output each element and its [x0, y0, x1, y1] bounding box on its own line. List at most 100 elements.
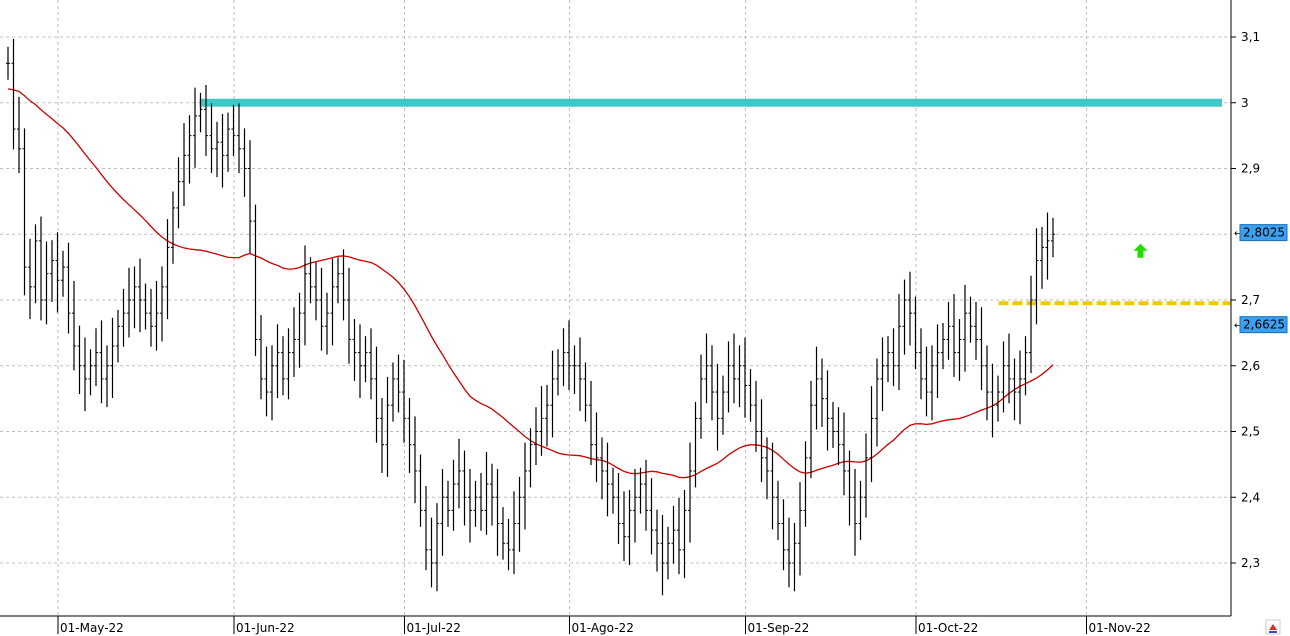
ohlc-bar	[792, 522, 797, 592]
ohlc-bar	[402, 359, 406, 443]
ohlc-bar	[770, 442, 775, 530]
ohlc-bar	[726, 341, 731, 413]
ohlc-bar	[292, 307, 296, 377]
ohlc-bar	[594, 412, 599, 483]
ohlc-bar	[226, 112, 230, 172]
x-tick-label: 01-Sep-22	[748, 621, 810, 635]
ohlc-bar	[979, 307, 984, 391]
ohlc-bar	[732, 333, 736, 404]
ohlc-bar	[897, 294, 901, 391]
ohlc-bar	[1040, 227, 1044, 289]
ohlc-bar	[473, 480, 478, 527]
ohlc-bar	[396, 354, 401, 413]
ohlc-bar	[281, 336, 285, 396]
ohlc-bar	[946, 301, 951, 360]
ohlc-bar	[880, 337, 885, 412]
ohlc-bar	[94, 328, 98, 387]
ohlc-bar	[528, 428, 533, 488]
ohlc-bar	[842, 412, 846, 496]
ohlc-bar	[781, 499, 786, 571]
ohlc-bar	[699, 354, 703, 439]
ohlc-bar	[440, 468, 445, 556]
ohlc-bar	[1012, 358, 1017, 421]
ohlc-bar	[941, 323, 945, 370]
ohlc-bar	[847, 450, 852, 526]
ohlc-bar	[429, 517, 434, 588]
moving-average-line	[7, 88, 1054, 479]
ohlc-bar	[638, 467, 643, 514]
y-tick-label: 2,3	[1241, 556, 1260, 570]
ohlc-bar	[72, 280, 76, 371]
ohlc-bar	[968, 296, 973, 343]
ohlc-bar	[446, 480, 450, 527]
ohlc-bar	[319, 267, 324, 351]
x-tick-label: 01-Jun-22	[236, 621, 295, 635]
ohlc-bar	[253, 204, 258, 356]
ohlc-bar	[77, 325, 82, 395]
ohlc-bar	[171, 191, 175, 264]
ohlc-bar	[963, 284, 967, 372]
ohlc-bar	[737, 345, 742, 408]
ohlc-bar	[121, 288, 126, 347]
y-tick-label: 2,9	[1241, 162, 1260, 176]
ohlc-bar	[501, 507, 505, 560]
ohlc-bar	[374, 346, 379, 443]
ohlc-bar	[149, 288, 153, 347]
ohlc-bar	[600, 437, 604, 500]
ohlc-bar	[435, 503, 439, 592]
ohlc-bar	[220, 113, 225, 188]
ohlc-bar	[490, 463, 494, 526]
ohlc-bar	[1034, 228, 1039, 325]
ohlc-bar	[308, 257, 313, 304]
ohlc-bar	[55, 232, 60, 313]
ohlc-bar	[754, 380, 758, 452]
ohlc-bar	[66, 242, 71, 334]
ohlc-bar	[688, 442, 692, 543]
ohlc-bar	[17, 96, 21, 174]
ohlc-bar	[407, 397, 412, 473]
ohlc-bar	[765, 437, 769, 500]
ohlc-bar	[495, 468, 500, 556]
ohlc-bar	[1023, 336, 1028, 396]
ohlc-bar	[39, 216, 43, 321]
ohlc-bar	[512, 491, 516, 575]
ohlc-bar	[50, 240, 54, 302]
ohlc-bar	[605, 442, 610, 517]
x-tick-label: 01-Oct-22	[918, 621, 978, 635]
ohlc-bar	[721, 375, 725, 435]
ohlc-bar	[743, 337, 747, 418]
ohlc-bar	[187, 115, 192, 184]
grid-lines	[0, 0, 1231, 616]
ohlc-bar	[660, 515, 665, 596]
ohlc-bar	[517, 476, 522, 552]
ohlc-bar	[88, 349, 93, 396]
ohlc-bar	[198, 92, 203, 133]
ohlc-bar	[259, 315, 263, 400]
ohlc-bar	[369, 328, 373, 400]
ohlc-bar	[649, 478, 654, 555]
ohlc-bar	[33, 224, 38, 304]
ohlc-bar	[759, 399, 764, 483]
ohlc-bar	[930, 345, 934, 421]
ohlc-bar	[655, 509, 659, 572]
ohlc-bar	[523, 442, 527, 530]
ohlc-bar	[193, 87, 197, 168]
ohlc-bar	[418, 454, 423, 527]
y-tick-label: 2,4	[1241, 490, 1260, 504]
ohlc-bar	[286, 328, 291, 400]
ohlc-bar	[616, 472, 621, 544]
ohlc-bar	[996, 375, 1000, 422]
y-tick-label: 2,6	[1241, 359, 1260, 373]
ohlc-bar	[215, 121, 219, 178]
ohlc-bar	[413, 416, 417, 504]
price-tag-label: 2,8025	[1243, 226, 1285, 240]
ohlc-bar	[297, 292, 302, 368]
ohlc-bar	[611, 467, 615, 514]
ohlc-bar	[589, 380, 593, 466]
ohlc-bar	[341, 249, 346, 321]
ohlc-bar	[644, 459, 648, 531]
ohlc-bar	[83, 337, 87, 412]
ohlc-bar	[110, 317, 115, 398]
ohlc-bar	[858, 480, 863, 540]
ohlc-bar	[1001, 341, 1006, 413]
